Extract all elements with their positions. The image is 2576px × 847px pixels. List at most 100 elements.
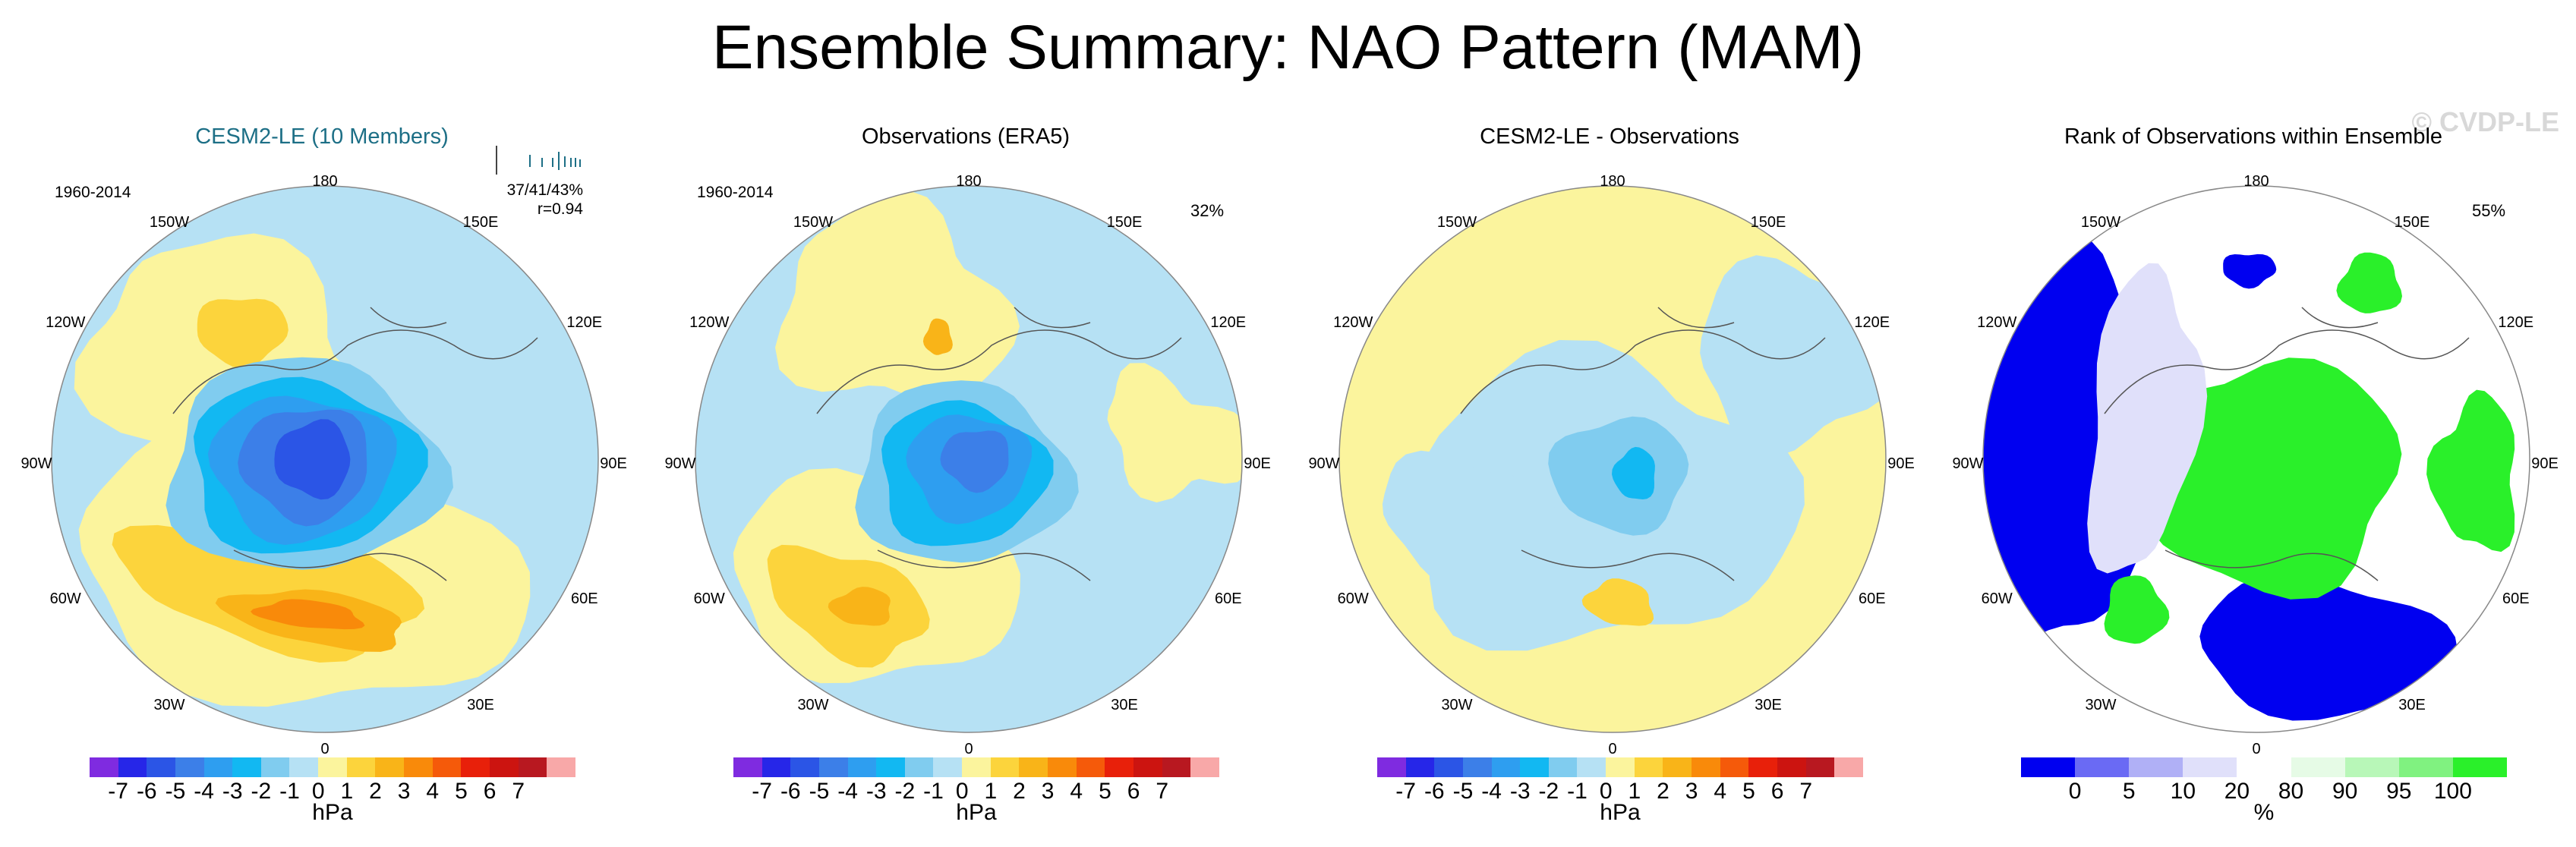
lon-label-ul2: 120W bbox=[1333, 314, 1373, 331]
colorbar-swatch bbox=[1634, 757, 1663, 777]
lon-label-ul2: 120W bbox=[689, 314, 730, 331]
colorbar-tick: -1 bbox=[1567, 779, 1588, 804]
colorbar-tick: -3 bbox=[1509, 779, 1531, 804]
member-sparkline bbox=[496, 146, 581, 175]
colorbar-tick: -6 bbox=[1424, 779, 1445, 804]
colorbar-swatch bbox=[175, 757, 204, 777]
polar-map bbox=[1338, 185, 1887, 733]
colorbar-tick: -5 bbox=[1452, 779, 1474, 804]
colorbar-swatch bbox=[518, 757, 547, 777]
colorbar-swatch bbox=[933, 757, 963, 777]
lon-label-ll: 60W bbox=[693, 590, 725, 607]
field-layer bbox=[1339, 186, 1886, 732]
colorbar-swatch bbox=[547, 757, 575, 777]
colorbar-swatch bbox=[1462, 757, 1492, 777]
lon-label-left: 90W bbox=[1952, 455, 1984, 472]
colorbar-swatch bbox=[232, 757, 261, 777]
colorbar-tick: 5 bbox=[1099, 779, 1111, 804]
lon-label-lr: 60E bbox=[1214, 590, 1242, 607]
region-pacific-spot bbox=[922, 318, 953, 355]
colorbar-swatch bbox=[2398, 757, 2453, 777]
colorbar bbox=[2021, 757, 2507, 777]
period-label: 1960-2014 bbox=[697, 184, 774, 201]
colorbar-tick: -3 bbox=[865, 779, 887, 804]
colorbar-swatch bbox=[203, 757, 233, 777]
region-atlantic-orange2 bbox=[828, 587, 891, 626]
panel-title: Observations (ERA5) bbox=[862, 124, 1070, 149]
lon-label-ul: 150W bbox=[1436, 214, 1477, 231]
polar-map bbox=[1982, 185, 2530, 733]
lon-label-ll2: 30W bbox=[797, 696, 829, 713]
colorbar-swatch bbox=[2344, 757, 2399, 777]
colorbar-tick: -6 bbox=[780, 779, 801, 804]
colorbar-tick: 0 bbox=[311, 779, 325, 804]
main-title: Ensemble Summary: NAO Pattern (MAM) bbox=[711, 13, 1865, 82]
colorbar-tick: 80 bbox=[2278, 779, 2304, 804]
lon-label-right: 90E bbox=[2531, 455, 2559, 472]
lon-label-ur2: 120E bbox=[1854, 314, 1890, 331]
colorbar-swatch bbox=[432, 757, 462, 777]
colorbar-tick: 5 bbox=[2122, 779, 2136, 804]
colorbar-swatch bbox=[1520, 757, 1549, 777]
colorbar-swatch bbox=[90, 757, 118, 777]
colorbar-swatch bbox=[2237, 757, 2291, 777]
polar-map bbox=[695, 185, 1243, 733]
lon-label-ur2: 120E bbox=[566, 314, 603, 331]
colorbar-tick: -2 bbox=[1538, 779, 1559, 804]
colorbar-unit: hPa bbox=[312, 800, 353, 825]
colorbar-swatch bbox=[1491, 757, 1521, 777]
colorbar-swatch bbox=[260, 757, 290, 777]
colorbar-swatch bbox=[1720, 757, 1749, 777]
colorbar-swatch bbox=[2021, 757, 2076, 777]
lon-label-bottom: 0 bbox=[320, 741, 329, 757]
lon-label-ul2: 120W bbox=[46, 314, 86, 331]
colorbar-swatch bbox=[1162, 757, 1191, 777]
colorbar-swatch bbox=[2183, 757, 2237, 777]
lon-label-ur2: 120E bbox=[2498, 314, 2534, 331]
region-low-b5 bbox=[274, 419, 351, 500]
stat-correlation: r=0.94 bbox=[537, 200, 583, 218]
colorbar-unit: hPa bbox=[1600, 800, 1641, 825]
lon-label-top: 180 bbox=[1600, 173, 1625, 190]
colorbar-swatch bbox=[818, 757, 848, 777]
colorbar-swatch bbox=[1577, 757, 1606, 777]
colorbar-swatch bbox=[904, 757, 934, 777]
colorbar-swatch bbox=[1663, 757, 1692, 777]
region-sw-green bbox=[2104, 575, 2170, 644]
field-layer bbox=[695, 186, 1242, 732]
region-asia-yellow bbox=[1107, 363, 1242, 502]
colorbar-swatch bbox=[876, 757, 905, 777]
colorbar-tick: 1 bbox=[340, 779, 354, 804]
region-atlantic-orange3 bbox=[251, 599, 365, 630]
map-boundary bbox=[695, 185, 1243, 733]
region-pacific-blue bbox=[2223, 253, 2277, 289]
colorbar-swatch bbox=[1019, 757, 1048, 777]
colorbar-swatch bbox=[962, 757, 991, 777]
colorbar-tick: -7 bbox=[752, 779, 772, 804]
colorbar-swatch bbox=[118, 757, 147, 777]
colorbar-swatch bbox=[461, 757, 490, 777]
lon-label-lr2: 30E bbox=[1111, 696, 1138, 713]
colorbar-tick: 0 bbox=[1599, 779, 1613, 804]
colorbar-tick: 0 bbox=[955, 779, 969, 804]
colorbar-swatch bbox=[404, 757, 433, 777]
colorbar-unit: % bbox=[2253, 800, 2275, 825]
stat-percentages: 37/41/43% bbox=[506, 181, 583, 199]
colorbar-tick: 3 bbox=[397, 779, 411, 804]
colorbar-tick: 6 bbox=[483, 779, 497, 804]
lon-label-ul: 150W bbox=[149, 214, 190, 231]
colorbar bbox=[1377, 757, 1863, 777]
colorbar bbox=[90, 757, 575, 777]
region-europe-orange bbox=[1581, 578, 1654, 626]
lon-label-right: 90E bbox=[1887, 455, 1915, 472]
colorbar-tick: -4 bbox=[194, 779, 214, 804]
region-atlantic-blue bbox=[1382, 450, 1560, 590]
lon-label-bottom: 0 bbox=[2252, 741, 2261, 757]
colorbar-tick: 0 bbox=[2068, 779, 2082, 804]
colorbar-swatch bbox=[2291, 757, 2345, 777]
colorbar-tick: 10 bbox=[2170, 779, 2196, 804]
colorbar-swatch bbox=[1434, 757, 1463, 777]
lon-label-left: 90W bbox=[20, 455, 52, 472]
panel-difference: CESM2-LE - Observations 180 0 90W 90E 150W 15… bbox=[1288, 114, 1931, 842]
colorbar-tick: 5 bbox=[1742, 779, 1755, 804]
